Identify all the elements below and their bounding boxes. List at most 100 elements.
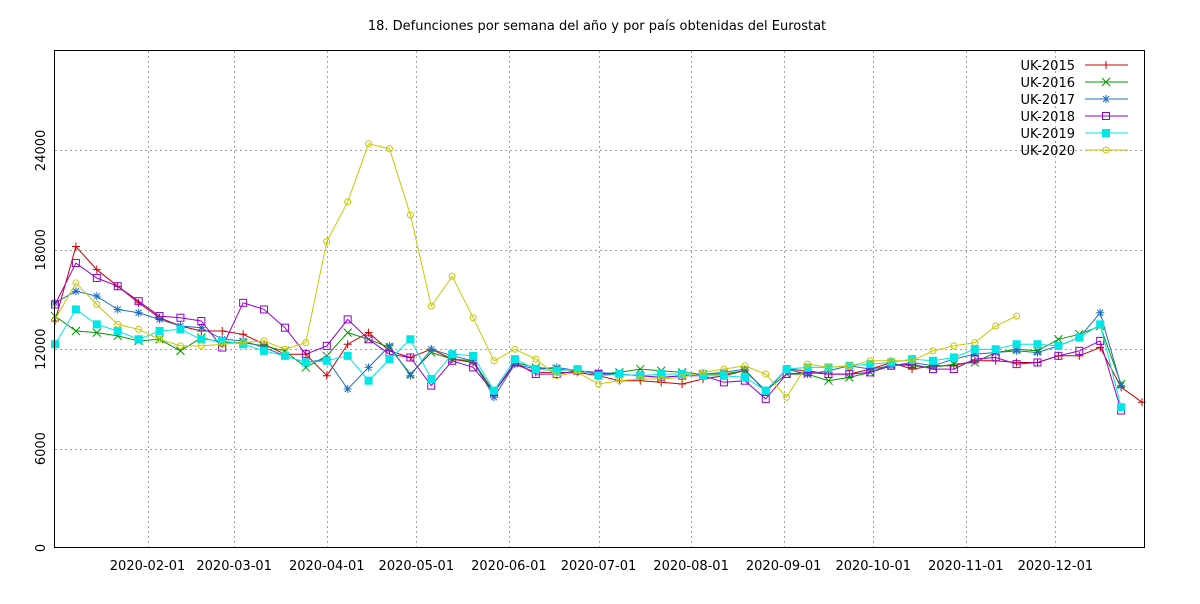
chart-title: 18. Defunciones por semana del año y por… (368, 19, 826, 34)
series-line (54, 262, 1122, 411)
data-point (761, 394, 770, 403)
data-point (71, 242, 80, 251)
legend-entry: UK-2019 (1021, 127, 1128, 142)
data-point (1102, 95, 1110, 103)
y-axis-ticks: 0 6000 12000 18000 24000 (34, 130, 49, 552)
data-point (928, 365, 937, 374)
x-tick-label: 2020-12-01 (1018, 559, 1094, 574)
data-point (260, 305, 269, 314)
data-point (92, 273, 101, 282)
data-point (970, 355, 979, 364)
data-point (113, 305, 122, 314)
legend-label: UK-2018 (1021, 110, 1075, 125)
data-point (489, 393, 498, 402)
data-point (469, 351, 478, 360)
data-point (343, 351, 352, 360)
data-point (93, 300, 101, 308)
data-point (908, 357, 916, 365)
data-point (594, 371, 603, 380)
data-point (301, 350, 310, 359)
data-point (908, 355, 917, 364)
y-tick-label: 0 (34, 544, 49, 552)
legend-label: UK-2020 (1021, 144, 1075, 159)
data-point (1013, 312, 1021, 320)
data-point (720, 365, 728, 373)
data-point (824, 363, 832, 371)
data-point (1012, 360, 1021, 369)
data-point (510, 355, 519, 364)
data-point (950, 342, 958, 350)
data-point (1096, 336, 1105, 345)
data-point (114, 320, 122, 328)
data-point (1075, 346, 1084, 355)
data-point (1033, 358, 1042, 367)
data-point (699, 368, 707, 376)
series-uk-2015 (51, 242, 1147, 407)
data-point (740, 373, 749, 382)
data-point (761, 386, 770, 395)
data-point (992, 322, 1000, 330)
data-point (845, 370, 854, 379)
data-point (595, 380, 603, 388)
data-point (92, 292, 101, 301)
data-point (71, 287, 80, 296)
data-point (719, 371, 728, 380)
data-point (176, 346, 185, 356)
data-point (197, 317, 206, 326)
data-point (448, 350, 457, 359)
data-point (406, 211, 414, 219)
plot-frame (54, 50, 1145, 548)
data-point (845, 362, 853, 370)
data-point (92, 320, 101, 329)
data-point (155, 312, 164, 321)
data-point (364, 363, 373, 372)
data-point (887, 358, 896, 367)
data-point (552, 366, 561, 375)
data-point (1075, 351, 1084, 360)
data-point (1075, 333, 1084, 342)
data-point (1096, 308, 1105, 317)
data-point (343, 384, 352, 393)
data-point (783, 393, 791, 401)
data-point (134, 308, 143, 317)
series-uk-2018 (51, 259, 1126, 415)
data-point (134, 297, 143, 306)
data-point (1012, 346, 1021, 355)
data-point (949, 365, 958, 374)
legend-entry: UK-2015 (1021, 59, 1128, 74)
data-point (176, 342, 184, 350)
data-point (1033, 348, 1042, 357)
legend-label: UK-2019 (1021, 127, 1075, 142)
data-point (135, 325, 143, 333)
data-point (239, 340, 248, 349)
legend-entry: UK-2018 (1021, 110, 1128, 125)
data-point (866, 368, 875, 377)
x-tick-label: 2020-06-01 (471, 559, 547, 574)
data-point (678, 373, 686, 381)
data-point (218, 340, 226, 348)
data-point (678, 379, 687, 388)
data-point (490, 357, 498, 365)
y-tick-label: 18000 (34, 229, 49, 270)
data-point (991, 345, 1000, 354)
data-point (970, 350, 979, 359)
data-point (469, 314, 477, 322)
series-uk-2020 (51, 140, 1021, 401)
data-point (385, 355, 394, 364)
data-point (615, 370, 624, 379)
data-point (322, 341, 331, 350)
data-point (448, 272, 456, 280)
data-point (92, 328, 102, 337)
data-point (343, 315, 352, 324)
data-point (1054, 351, 1063, 360)
data-point (301, 358, 310, 367)
legend-entry: UK-2017 (1021, 93, 1128, 108)
data-point (71, 259, 80, 268)
data-point (364, 376, 373, 385)
y-tick-label: 6000 (34, 432, 49, 465)
data-point (804, 360, 812, 368)
data-point (469, 356, 478, 365)
data-point (1012, 340, 1021, 349)
data-point (574, 368, 582, 376)
data-point (260, 337, 268, 345)
